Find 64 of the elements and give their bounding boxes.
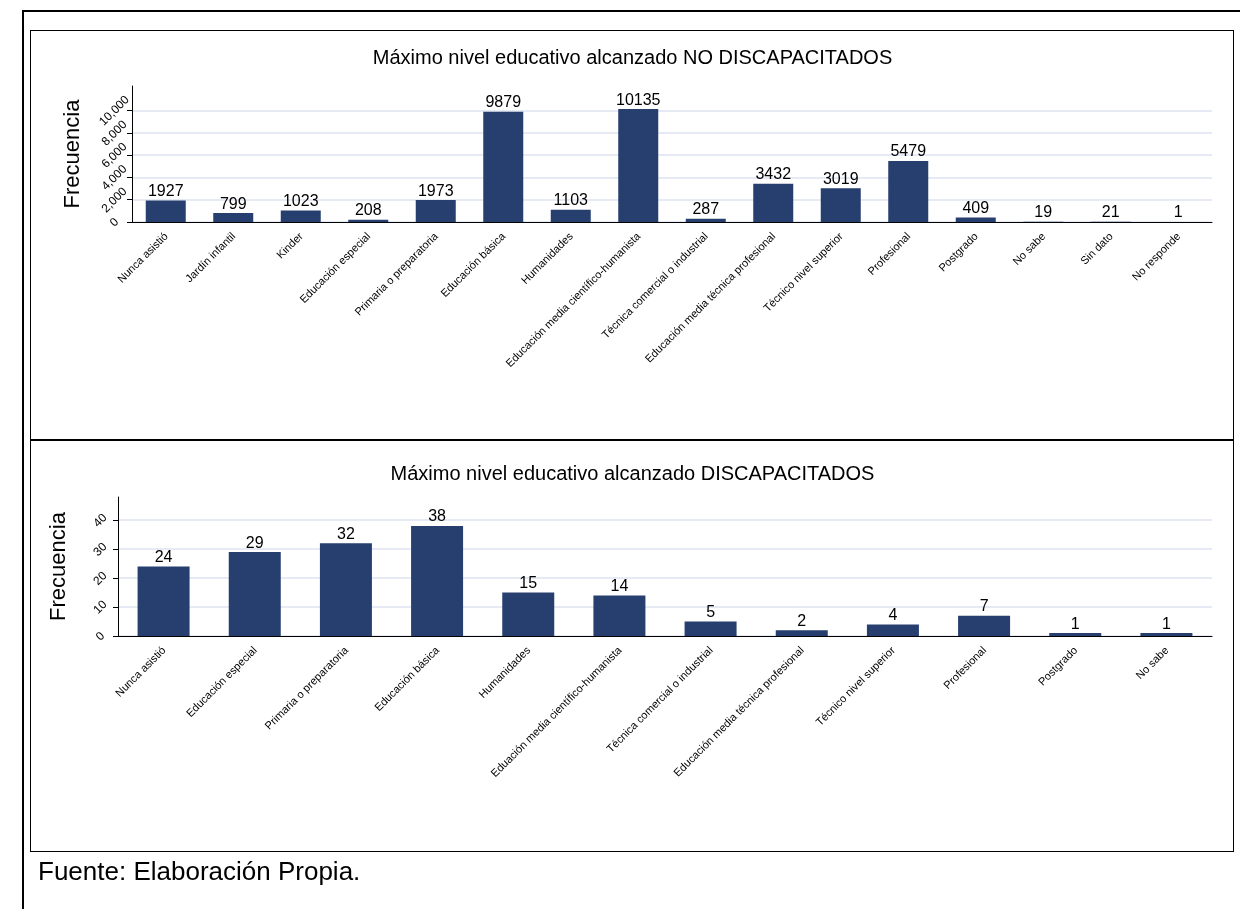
bar	[775, 630, 828, 636]
data-label: 1023	[282, 192, 319, 210]
bar	[280, 210, 321, 222]
bar	[866, 624, 919, 636]
y-axis-title: Frecuencia	[58, 98, 84, 209]
data-label: 14	[610, 576, 629, 594]
x-tick-label: Sin dato	[1078, 229, 1115, 267]
chart-title: Máximo nivel educativo alcanzado DISCAPACITADOS	[390, 462, 875, 484]
bar	[145, 200, 186, 222]
bar	[1140, 633, 1193, 636]
y-tick-label: 20	[90, 568, 110, 588]
data-label: 1927	[147, 182, 184, 200]
data-label: 1103	[553, 191, 589, 209]
data-label: 1	[1173, 203, 1183, 221]
bar	[820, 188, 861, 222]
bar	[618, 109, 659, 222]
data-label: 10135	[616, 90, 661, 108]
bar	[888, 160, 929, 222]
data-label: 15	[519, 574, 538, 592]
data-label: 32	[337, 524, 355, 542]
data-label: 799	[219, 194, 247, 212]
bar	[684, 621, 737, 636]
data-label: 38	[428, 507, 447, 525]
data-label: 409	[962, 198, 990, 216]
source-note: Fuente: Elaboración Propia.	[38, 856, 361, 886]
bar	[137, 566, 190, 636]
bar	[550, 209, 591, 222]
bar	[415, 200, 456, 222]
data-label: 208	[354, 201, 382, 219]
data-label: 287	[692, 200, 720, 218]
bar	[228, 552, 281, 636]
bar	[411, 525, 464, 636]
data-label: 7	[979, 597, 989, 615]
bar	[319, 543, 372, 636]
data-label: 24	[154, 548, 173, 565]
data-label: 1	[1070, 614, 1080, 632]
bar	[955, 217, 996, 222]
bar	[685, 218, 726, 222]
data-label: 21	[1101, 203, 1120, 221]
data-label: 2	[797, 611, 807, 629]
chart-title: Máximo nivel educativo alcanzado NO DISCAPACITADOS	[372, 46, 893, 68]
y-tick-label: 10	[90, 597, 110, 617]
bar	[593, 595, 646, 636]
y-tick-label: 0	[106, 214, 122, 230]
bar	[958, 615, 1011, 636]
bar	[213, 213, 254, 222]
y-axis-title: Frecuencia	[44, 511, 70, 621]
data-label: 4	[888, 605, 898, 623]
data-label: 1	[1161, 614, 1171, 632]
data-label: 3019	[822, 169, 859, 187]
data-label: 5479	[890, 142, 927, 160]
data-label: 19	[1034, 203, 1053, 221]
y-tick-label: 30	[90, 539, 110, 559]
bar	[1049, 633, 1102, 636]
data-label: 1973	[417, 181, 454, 199]
bar	[753, 183, 794, 222]
data-label: 3432	[755, 165, 792, 183]
bar	[502, 592, 555, 636]
data-label: 29	[245, 533, 264, 551]
data-label: 9879	[485, 93, 522, 111]
bar	[483, 111, 524, 222]
data-label: 5	[706, 603, 716, 621]
y-tick-label: 0	[92, 628, 108, 644]
y-tick-label: 40	[90, 510, 110, 530]
